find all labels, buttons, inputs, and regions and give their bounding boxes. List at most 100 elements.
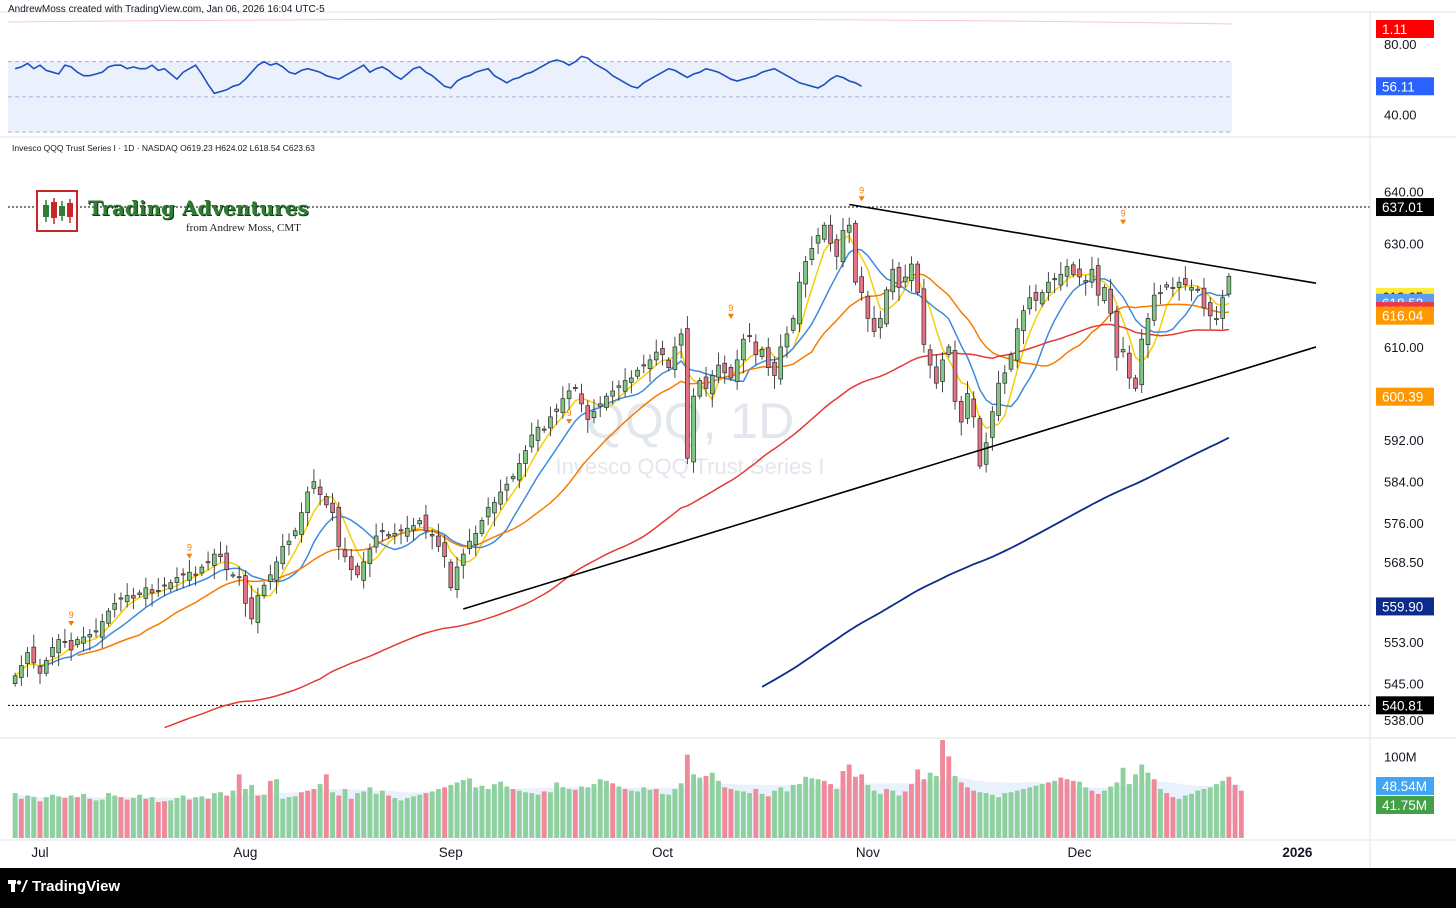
volume-bar	[18, 798, 24, 838]
volume-bar	[286, 797, 292, 838]
watermark-name: Invesco QQQ Trust Series I	[556, 454, 825, 479]
candle-up	[691, 395, 696, 463]
volume-bar	[772, 790, 777, 838]
candle-down	[828, 224, 833, 244]
volume-bar	[1089, 790, 1095, 838]
candle-up	[1014, 328, 1020, 361]
candle-up	[790, 318, 796, 331]
volume-bar	[778, 787, 784, 838]
volume-bar	[566, 789, 572, 838]
candle-up	[878, 318, 883, 329]
volume-bar	[355, 793, 360, 838]
candle-down	[193, 573, 198, 576]
candle-up	[840, 230, 846, 263]
volume-bar	[93, 800, 99, 838]
volume-bar	[193, 797, 199, 838]
volume-bar	[921, 779, 927, 838]
candle-down	[660, 348, 665, 356]
price-tick-label: 640.00	[1384, 185, 1424, 200]
volume-bar	[274, 779, 279, 838]
candle-down	[31, 646, 37, 664]
rsi-badge-value-label: 56.11	[1382, 79, 1415, 94]
candle-down	[927, 349, 933, 366]
candle-up	[784, 333, 790, 348]
rsi-line	[14, 55, 862, 95]
candle-up	[168, 582, 174, 590]
candle-up	[535, 426, 541, 441]
candle-down	[317, 486, 323, 495]
trendline	[463, 346, 1317, 610]
volume-badge-ma-label: 48.54M	[1382, 779, 1427, 794]
volume-bar	[155, 802, 161, 838]
candle-up	[1220, 297, 1225, 319]
tradingview-logo[interactable]: TradingView	[8, 878, 120, 895]
volume-bar	[342, 789, 348, 838]
volume-bar	[1008, 792, 1014, 838]
symbol-legend[interactable]: Invesco QQQ Trust Series I · 1D · NASDAQ…	[12, 143, 315, 153]
volume-bar	[467, 778, 472, 838]
price-tick-label: 553.00	[1384, 635, 1424, 650]
candle-up	[199, 566, 205, 574]
candle-down	[37, 666, 43, 674]
volume-bar	[118, 797, 124, 838]
volume-bar	[734, 790, 740, 838]
candle-down	[1133, 377, 1138, 389]
volume-bar	[1145, 772, 1151, 838]
candle-down	[1095, 265, 1101, 296]
price-tick-label: 568.50	[1384, 555, 1424, 570]
volume-bar	[635, 791, 640, 838]
volume-bar	[112, 795, 118, 838]
volume-bar	[1077, 781, 1082, 838]
volume-bar	[373, 793, 379, 838]
sequential-9-label: 9	[728, 303, 733, 313]
volume-bar	[871, 790, 877, 838]
volume-bar	[622, 789, 628, 838]
volume-bar	[653, 789, 659, 838]
volume-bar	[759, 793, 765, 838]
volume-bar	[323, 774, 329, 838]
volume-bar	[971, 790, 977, 838]
candle-up	[460, 553, 466, 566]
candle-up	[809, 248, 815, 261]
candle-down	[853, 223, 858, 283]
volume-bar	[909, 784, 914, 838]
rsi-badge-value	[1376, 77, 1434, 96]
volume-bar	[504, 786, 510, 838]
volume-bar	[379, 790, 385, 838]
volume-bar	[1095, 793, 1101, 838]
volume-bar	[547, 792, 553, 838]
rsi-badge-red-label: 1.11	[1382, 22, 1407, 37]
volume-bar	[249, 784, 255, 838]
volume-bar	[523, 792, 528, 838]
candle-up	[187, 571, 192, 581]
candle-up	[56, 639, 61, 654]
candle-up	[504, 483, 510, 491]
volume-bar	[267, 780, 273, 838]
ma-yellow-line	[14, 235, 1230, 677]
volume-bar	[1058, 777, 1064, 838]
candle-down	[641, 364, 647, 367]
candle-up	[1102, 287, 1107, 301]
candle-down	[685, 328, 690, 459]
candle-down	[728, 367, 734, 379]
candle-down	[1108, 288, 1113, 314]
chart-canvas[interactable]: 80.00 40.00 1.11 56.11 QQQ, 1D Invesco QQQ Tr…	[0, 0, 1456, 868]
volume-bar	[902, 791, 908, 838]
candle-up	[25, 652, 30, 665]
volume-bar	[317, 784, 323, 838]
candle-down	[934, 366, 939, 384]
candle-up	[50, 647, 55, 658]
volume-bar	[616, 786, 622, 838]
volume-bar	[218, 792, 223, 838]
candles-group	[12, 215, 1232, 687]
volume-bar	[865, 784, 871, 838]
volume-bar	[722, 787, 728, 838]
candle-up	[902, 276, 908, 283]
volume-bar	[361, 791, 367, 838]
price-tick-label: 576.00	[1384, 516, 1424, 531]
candle-down	[977, 418, 983, 467]
candle-up	[404, 527, 410, 537]
volume-bar	[529, 793, 535, 838]
volume-bar	[541, 791, 547, 838]
volume-bar	[417, 794, 423, 838]
